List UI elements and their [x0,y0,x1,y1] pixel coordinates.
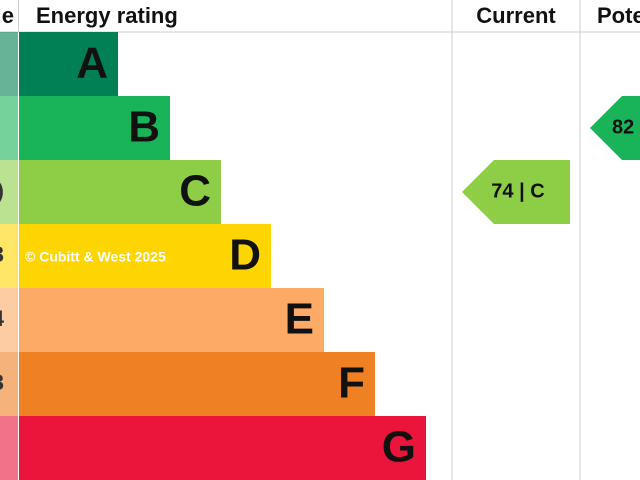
score-cell [0,224,18,288]
watermark: © Cubitt & West 2025 [25,249,166,265]
score-fragment: 3 [0,242,4,267]
score-fragment: 4 [0,306,5,331]
band-bar [19,416,426,480]
score-cell [0,288,18,352]
header-score: e [2,3,14,28]
band-bar [19,160,221,224]
score-cell [0,160,18,224]
band-letter: G [382,423,416,472]
score-cell [0,416,18,480]
band-bar [19,96,170,160]
potential-arrow [590,96,640,160]
score-fragment: 3 [0,370,4,395]
bands: ABC) D 3 E 4 F 3 G © Cubitt & West 2025 [0,32,426,480]
score-cell [0,352,18,416]
potential-label: 82 [612,116,634,138]
band-letter: C [179,167,211,216]
band-letter: A [76,39,108,88]
band-bar [19,288,324,352]
band-letter: F [338,359,365,408]
header-rating: Energy rating [36,3,178,28]
current-arrow [462,160,570,224]
header-current: Current [476,3,556,28]
band-bar [19,224,271,288]
header-potential: Pote [597,3,640,28]
score-fragment: ) [0,178,4,203]
band-letter: D [229,231,261,280]
band-bar [19,352,375,416]
score-cell [0,32,18,96]
score-cell [0,96,18,160]
current-label: 74 | C [491,180,544,202]
band-letter: E [285,295,314,344]
band-bar [19,32,118,96]
band-letter: B [128,103,160,152]
